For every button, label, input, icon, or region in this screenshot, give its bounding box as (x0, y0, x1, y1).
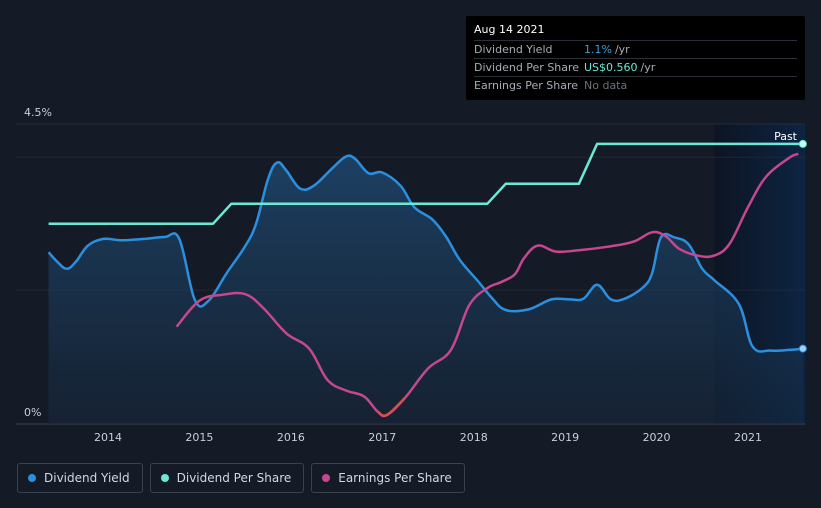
tooltip-value: No data (584, 79, 628, 92)
tooltip-date: Aug 14 2021 (474, 23, 545, 36)
x-tick-label: 2021 (734, 431, 762, 444)
x-tick-label: 2015 (185, 431, 213, 444)
legend-dividend-yield[interactable]: Dividend Yield (17, 463, 143, 493)
legend-earnings-per-share[interactable]: Earnings Per Share (311, 463, 465, 493)
tooltip-value: 1.1% (584, 43, 612, 56)
tooltip-label: Dividend Per Share (474, 61, 580, 74)
tooltip-label: Dividend Yield (474, 43, 553, 56)
past-label: Past (774, 130, 798, 143)
x-tick-label: 2019 (551, 431, 579, 444)
tooltip-row-dividend-per-share: Dividend Per Share US$0.560 /yr (474, 58, 797, 76)
earnings-per-share-line (175, 152, 799, 418)
legend-label: Earnings Per Share (338, 471, 452, 485)
legend-dividend-per-share[interactable]: Dividend Per Share (149, 463, 305, 493)
legend-dot (322, 474, 331, 482)
x-tick-label: 2018 (460, 431, 488, 444)
earnings-per-share-low-segment (377, 396, 406, 417)
dividend-yield-line (47, 154, 804, 353)
dividend-yield-area (48, 155, 803, 424)
dividend-yield-end-marker (798, 344, 807, 353)
y-axis-min-label: 0% (24, 406, 41, 419)
legend-label: Dividend Per Share (176, 471, 292, 485)
tooltip-row-earnings-per-share: Earnings Per Share No data (474, 76, 797, 94)
x-tick-label: 2020 (643, 431, 671, 444)
x-tick-label: 2017 (368, 431, 396, 444)
x-tick-label: 2014 (94, 431, 122, 444)
tooltip-value: US$0.560 (584, 61, 638, 74)
dividend-per-share-end-marker (798, 139, 807, 148)
legend-dot (28, 474, 36, 482)
tooltip-unit: /yr (614, 43, 630, 56)
tooltip-label: Earnings Per Share (474, 79, 579, 92)
dividend-per-share-line (48, 142, 803, 225)
tooltip: Aug 14 2021 Dividend Yield 1.1% /yr Divi… (466, 16, 805, 100)
legend-dot (160, 474, 169, 482)
tooltip-row-dividend-yield: Dividend Yield 1.1% /yr (474, 40, 797, 58)
legend: Dividend Yield Dividend Per Share Earnin… (17, 463, 465, 493)
x-tick-label: 2016 (277, 431, 305, 444)
legend-label: Dividend Yield (44, 471, 130, 485)
y-axis-max-label: 4.5% (24, 106, 52, 119)
tooltip-unit: /yr (640, 61, 656, 74)
